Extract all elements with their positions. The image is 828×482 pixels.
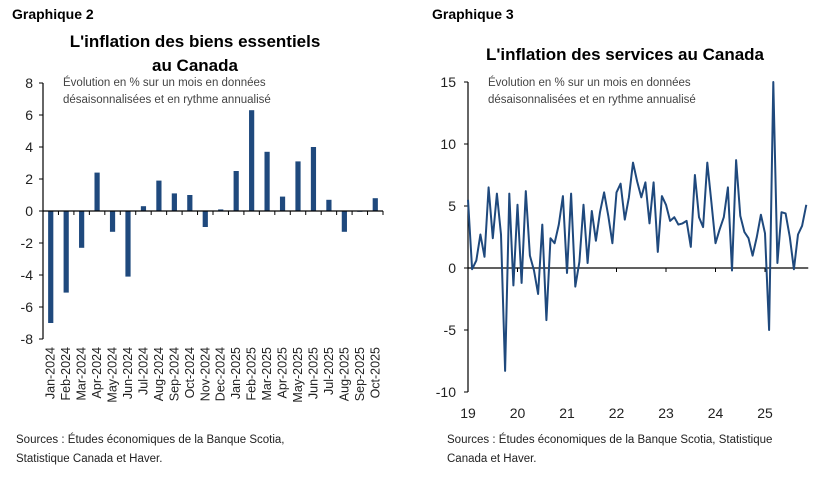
- chart3-title: L'inflation des services au Canada: [485, 45, 765, 64]
- chart3-label: Graphique 3: [432, 6, 514, 22]
- chart2-subtitle: Évolution en % sur un mois en données dé…: [63, 75, 271, 109]
- chart2-bar: [79, 211, 85, 248]
- chart2-bar: [125, 211, 131, 277]
- chart3-source-line1: Sources : Études économiques de la Banqu…: [447, 434, 773, 446]
- chart3-x-tick-label: 22: [609, 405, 625, 421]
- chart2-bar: [140, 206, 147, 211]
- chart2-x-tick-label: May-2024: [106, 347, 120, 403]
- chart3-x-tick-label: 24: [708, 405, 724, 421]
- chart2-source: Sources : Études économiques de la Banqu…: [16, 431, 285, 469]
- chart2-bar: [279, 196, 286, 211]
- chart2-x-tick-label: Jul-2025: [322, 347, 336, 395]
- chart2-x-tick-label: Sep-2024: [167, 347, 181, 401]
- chart2-x-tick-label: Dec-2024: [214, 347, 228, 401]
- chart2-bar: [171, 193, 177, 211]
- chart2-bar: [372, 198, 378, 211]
- chart3-subtitle-line2: désaisonnalisées et en rythme annualisé: [488, 94, 696, 106]
- chart2-y-tick-label: 0: [25, 203, 33, 219]
- chart3-subtitle: Évolution en % sur un mois en données dé…: [488, 75, 696, 109]
- chart2-bar: [249, 110, 255, 211]
- chart2-subtitle-line2: désaisonnalisées et en rythme annualisé: [63, 94, 271, 106]
- chart2-bar: [233, 171, 239, 211]
- chart2-x-tick-label: Jul-2024: [136, 347, 150, 395]
- chart3-y-tick-label: 0: [448, 260, 456, 276]
- chart2-y-tick-label: 8: [25, 75, 33, 91]
- chart2-y-tick-label: 4: [25, 139, 33, 155]
- chart2-x-tick-label: Sep-2025: [353, 347, 367, 401]
- chart3-y-tick-label: -10: [436, 384, 456, 400]
- chart2-subtitle-line1: Évolution en % sur un mois en données: [63, 77, 266, 89]
- chart2-x-tick-label: Nov-2024: [198, 347, 212, 401]
- chart2-bar: [187, 195, 193, 211]
- chart2-y-tick-label: 2: [25, 171, 33, 187]
- chart2-bar: [264, 151, 270, 211]
- chart2-bar: [326, 199, 332, 211]
- chart2-source-line2: Statistique Canada et Haver.: [16, 453, 163, 465]
- chart3-y-tick-label: 15: [440, 74, 456, 90]
- chart2-x-tick-label: Jan-2025: [229, 347, 243, 399]
- chart3-y-tick-label: 10: [440, 136, 456, 152]
- chart2-y-tick-label: -8: [21, 331, 34, 347]
- chart2-x-tick-label: Feb-2025: [245, 347, 259, 401]
- chart3-x-tick-label: 21: [559, 405, 575, 421]
- chart3-series-line: [467, 81, 808, 372]
- chart2-bar: [341, 211, 347, 232]
- chart2-y-tick-label: -4: [21, 267, 34, 283]
- chart3-subtitle-line1: Évolution en % sur un mois en données: [488, 77, 691, 89]
- chart2-x-tick-label: Jun-2024: [121, 347, 135, 399]
- chart2-title-line2: au Canada: [152, 56, 238, 75]
- chart2-bar: [202, 211, 208, 227]
- chart3-x-tick-label: 19: [460, 405, 476, 421]
- chart2-bar: [218, 209, 224, 211]
- chart2-y-tick-label: 6: [25, 107, 33, 123]
- chart2-x-tick-label: Apr-2025: [276, 347, 290, 398]
- chart2-bar: [156, 180, 162, 211]
- chart2-bar: [94, 172, 100, 211]
- chart2-x-tick-label: Aug-2024: [152, 347, 166, 401]
- chart3-source: Sources : Études économiques de la Banqu…: [447, 431, 772, 469]
- chart2-title-line1: L'inflation des biens essentiels: [69, 32, 321, 51]
- chart2-bar: [48, 211, 54, 323]
- chart2-x-tick-label: Jan-2024: [44, 347, 58, 399]
- chart3-x-tick-label: 25: [757, 405, 773, 421]
- chart2-x-tick-label: Jun-2025: [306, 347, 320, 399]
- chart2-y-tick-label: -6: [21, 299, 34, 315]
- chart3-x-tick-label: 20: [510, 405, 526, 421]
- chart2-source-line1: Sources : Études économiques de la Banqu…: [16, 434, 285, 446]
- chart2-x-tick-label: Aug-2025: [337, 347, 351, 401]
- chart2-bar: [109, 211, 116, 232]
- chart2-y-tick-label: -2: [21, 235, 34, 251]
- chart2-x-tick-label: Feb-2024: [59, 347, 73, 401]
- chart3-y-tick-label: -5: [444, 322, 457, 338]
- chart2-x-tick-label: May-2025: [291, 347, 305, 403]
- chart2-label: Graphique 2: [12, 6, 94, 22]
- chart2-x-tick-label: Mar-2025: [260, 347, 274, 401]
- chart2-x-tick-label: Oct-2025: [368, 347, 382, 398]
- chart2-bar: [63, 211, 69, 293]
- chart2-bar: [295, 161, 301, 211]
- chart2-title: L'inflation des biens essentiels au Cana…: [40, 30, 350, 78]
- chart3-x-tick-label: 23: [658, 405, 674, 421]
- chart3-y-tick-label: 5: [448, 198, 456, 214]
- chart2-x-tick-label: Oct-2024: [183, 347, 197, 398]
- chart3-source-line2: Canada et Haver.: [447, 453, 537, 465]
- chart2-x-tick-label: Apr-2024: [90, 347, 104, 398]
- chart2-x-tick-label: Mar-2024: [75, 347, 89, 401]
- chart2-bar: [310, 147, 317, 211]
